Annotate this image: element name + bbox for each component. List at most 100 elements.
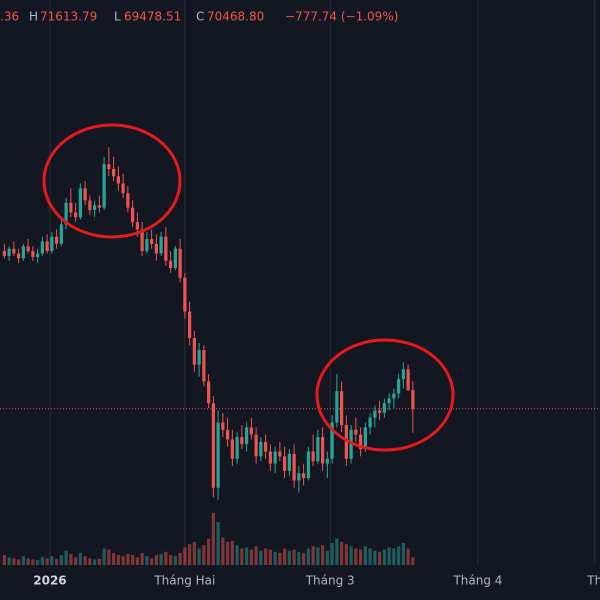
volume-bar <box>278 552 282 565</box>
volume-bar <box>17 559 21 565</box>
candle-body <box>169 260 173 269</box>
x-tick-label: Tháng Hai <box>153 574 215 588</box>
volume-bar <box>7 557 11 565</box>
volume-bar <box>78 552 82 565</box>
volume-bar <box>93 559 97 565</box>
volume-bar <box>249 549 253 565</box>
candle-body <box>207 381 211 404</box>
candle-body <box>150 239 154 244</box>
volume-bar <box>245 547 249 565</box>
candle-body <box>254 434 258 457</box>
candle-body <box>107 164 111 170</box>
volume-bar <box>406 548 410 565</box>
volume-bar <box>154 555 158 565</box>
volume-bar <box>188 544 192 565</box>
candle-body <box>140 229 144 252</box>
close-value: 70468.80 <box>207 10 264 24</box>
candle-body <box>287 453 291 471</box>
candle-body <box>78 188 82 218</box>
volume-bar <box>164 551 168 565</box>
candle-body <box>264 441 268 452</box>
candle-body <box>83 188 87 201</box>
volume-bar <box>173 556 177 565</box>
volume-bar <box>387 547 391 565</box>
volume-bar <box>363 546 367 565</box>
volume-bar <box>131 555 135 565</box>
volume-bar <box>74 557 78 565</box>
close-label: C <box>196 10 204 24</box>
volume-bar <box>382 549 386 565</box>
volume-bar <box>321 545 325 565</box>
highlight-circle <box>42 123 182 239</box>
volume-bar <box>183 547 187 565</box>
candle-body <box>316 437 320 462</box>
candle-body <box>340 391 344 425</box>
candle-body <box>240 437 244 445</box>
volume-bar <box>368 548 372 565</box>
candle-body <box>235 437 239 459</box>
volume-bar <box>411 557 415 565</box>
candle-body <box>17 253 21 259</box>
candle-body <box>116 176 120 184</box>
candle-body <box>40 241 44 254</box>
volume-bar <box>192 541 196 565</box>
open-value: .36 <box>0 10 19 24</box>
candle-body <box>221 422 225 430</box>
candle-body <box>88 200 92 211</box>
volume-bar <box>268 549 272 565</box>
candle-body <box>31 251 35 258</box>
candle-body <box>97 205 101 208</box>
candle-body <box>302 473 306 479</box>
candle-body <box>64 202 68 225</box>
candle-body <box>59 224 63 244</box>
volume-bar <box>112 552 116 565</box>
volume-bar <box>102 548 106 565</box>
volume-bar <box>31 559 35 565</box>
candle-body <box>192 338 196 365</box>
candle-body <box>401 369 405 380</box>
x-tick-label: 2026 <box>33 574 66 588</box>
candle-body <box>131 207 135 223</box>
candle-body <box>2 251 6 256</box>
candle-body <box>373 410 377 418</box>
volume-bar <box>107 549 111 565</box>
volume-bar <box>178 552 182 565</box>
candle-body <box>26 246 30 252</box>
volume-bar <box>2 555 6 565</box>
volume-bar <box>378 551 382 565</box>
volume-bar <box>64 550 68 565</box>
candle-body <box>145 239 149 252</box>
candle-body <box>330 422 334 459</box>
candle-body <box>354 429 358 435</box>
volume-bar <box>12 558 16 565</box>
x-tick-label: Th <box>586 574 600 588</box>
candle-body <box>306 451 310 479</box>
change: −777.74 (−1.09%) <box>285 10 398 24</box>
candle-body <box>202 350 206 382</box>
candle-body <box>216 422 220 488</box>
candle-body <box>112 169 116 177</box>
candle-body <box>93 205 97 211</box>
candle-body <box>283 456 287 471</box>
candle-body <box>245 427 249 445</box>
candle-body <box>311 451 315 462</box>
volume-bar <box>359 549 363 565</box>
volume-bar <box>88 558 92 565</box>
candle-body <box>55 236 59 244</box>
candle-body <box>411 390 415 409</box>
candle-body <box>406 369 410 391</box>
candle-body <box>392 393 396 399</box>
candle-body <box>178 248 182 278</box>
volume-bar <box>221 537 225 565</box>
candle-body <box>211 403 215 488</box>
candle-body <box>126 193 130 208</box>
candle-body <box>359 434 363 450</box>
volume-bar <box>392 548 396 565</box>
candle-body <box>197 350 201 365</box>
high-label: H <box>29 10 38 24</box>
volume-bar <box>140 552 144 565</box>
candle-body <box>297 473 301 481</box>
volume-bar <box>397 546 401 565</box>
